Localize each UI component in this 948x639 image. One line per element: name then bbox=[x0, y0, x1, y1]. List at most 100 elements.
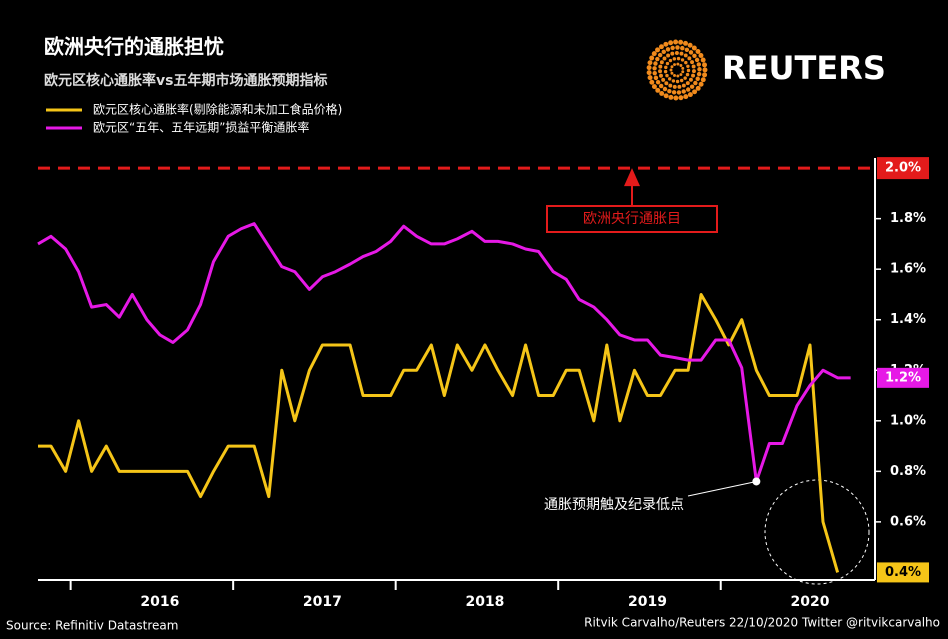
logo-dot bbox=[686, 64, 690, 69]
x-tick-label: 2020 bbox=[791, 594, 830, 610]
logo-dot bbox=[671, 79, 676, 83]
logo-dot bbox=[675, 79, 680, 84]
logo-dot bbox=[671, 90, 677, 95]
logo-dot bbox=[655, 47, 661, 53]
logo-dot bbox=[679, 78, 684, 83]
logo-dot bbox=[691, 73, 696, 78]
logo-dot bbox=[698, 81, 704, 87]
logo-dot bbox=[665, 73, 669, 78]
logo-dot bbox=[655, 56, 660, 62]
logo-dot bbox=[647, 75, 653, 81]
logo-dot bbox=[693, 80, 698, 86]
logo-dot bbox=[652, 66, 657, 71]
highlight-circle bbox=[764, 479, 870, 585]
logo-dot bbox=[676, 74, 680, 78]
logo-dot bbox=[666, 53, 671, 58]
logo-dot bbox=[673, 63, 676, 67]
logo-dot bbox=[692, 89, 698, 95]
logo-dot bbox=[702, 62, 707, 68]
logo-dot bbox=[683, 76, 687, 80]
logo-dot bbox=[674, 51, 679, 55]
target-label-box bbox=[877, 157, 929, 180]
logo-dot bbox=[675, 45, 680, 50]
logo-dot bbox=[679, 73, 683, 77]
logo-dot bbox=[649, 55, 655, 61]
logo-dot bbox=[661, 49, 666, 55]
logo-dot bbox=[665, 61, 670, 66]
y-tick-label: 1.4% bbox=[890, 312, 926, 327]
logo-dot bbox=[653, 61, 658, 66]
logo-dot bbox=[668, 94, 674, 100]
logo-dot bbox=[685, 87, 691, 92]
logo-dot bbox=[664, 65, 668, 70]
logo-dot bbox=[691, 64, 696, 69]
logo-dot bbox=[668, 83, 673, 88]
logo-dot bbox=[695, 48, 701, 54]
logo-dot bbox=[683, 94, 689, 100]
logo-mark bbox=[646, 39, 708, 101]
logo-dot bbox=[679, 64, 683, 67]
y-tick-label: 1.8% bbox=[890, 211, 926, 226]
logo-dot bbox=[695, 76, 700, 81]
logo-dot bbox=[676, 56, 681, 61]
logo-dot bbox=[691, 45, 697, 51]
logo-dot bbox=[670, 45, 675, 51]
logo-dot bbox=[667, 77, 672, 81]
logo-dot bbox=[700, 77, 706, 83]
y-tick-label: 0.6% bbox=[890, 514, 926, 529]
value-label-box bbox=[877, 367, 929, 388]
logo-dot bbox=[663, 69, 668, 74]
logo-dot bbox=[663, 93, 669, 99]
target-text-box bbox=[546, 205, 718, 233]
logo-dot bbox=[690, 60, 695, 65]
logo-dot bbox=[679, 51, 684, 56]
logo-dot bbox=[678, 39, 684, 45]
logo-dot bbox=[658, 69, 663, 74]
logo-dot bbox=[685, 72, 690, 77]
logo-dot bbox=[668, 58, 673, 63]
x-tick-label: 2019 bbox=[628, 594, 667, 610]
y-tick-label: 0.8% bbox=[890, 464, 926, 479]
logo-dot bbox=[669, 68, 673, 72]
logo-dot bbox=[695, 85, 701, 91]
logo-dot bbox=[678, 95, 684, 101]
logo-dot bbox=[663, 41, 669, 47]
logo-dot bbox=[670, 65, 674, 69]
annotation-text: 通胀预期触及纪录低点 bbox=[544, 497, 684, 513]
logo-dot bbox=[664, 81, 669, 86]
logo-dot bbox=[667, 88, 672, 94]
logo-dot bbox=[652, 70, 657, 76]
annotation-leader bbox=[687, 480, 757, 497]
logo-dot bbox=[688, 77, 693, 82]
logo-dot bbox=[672, 57, 677, 61]
logo-dot bbox=[659, 73, 663, 78]
logo-dot bbox=[698, 53, 704, 58]
annotation-point bbox=[752, 477, 761, 486]
logo-dot bbox=[665, 47, 671, 52]
logo-dot bbox=[688, 50, 694, 55]
chart-title: 欧洲央行的通胀担忧 bbox=[44, 35, 224, 59]
logo-dot bbox=[662, 56, 667, 61]
logo-dot bbox=[684, 47, 690, 53]
logo-dot bbox=[691, 69, 696, 74]
logo-dot bbox=[673, 39, 679, 45]
logo-dot bbox=[653, 75, 659, 81]
legend-label: 欧元区核心通胀率(剔除能源和未加工食品价格) bbox=[93, 102, 342, 117]
logo-dot bbox=[647, 60, 653, 66]
logo-dot bbox=[681, 70, 685, 74]
logo-dot bbox=[651, 84, 657, 90]
logo-dot bbox=[646, 70, 652, 76]
logo-dot bbox=[658, 44, 664, 50]
value-label: 1.2% bbox=[885, 370, 921, 385]
logo-dot bbox=[702, 67, 708, 73]
logo-dot bbox=[673, 95, 679, 101]
logo-dot bbox=[658, 64, 663, 69]
logo-dot bbox=[658, 83, 664, 89]
logo-dot bbox=[670, 71, 674, 75]
credit: Ritvik Carvalho/Reuters 22/10/2020 Twitt… bbox=[584, 616, 940, 630]
logo-dot bbox=[661, 77, 666, 82]
logo-dot bbox=[657, 52, 663, 58]
